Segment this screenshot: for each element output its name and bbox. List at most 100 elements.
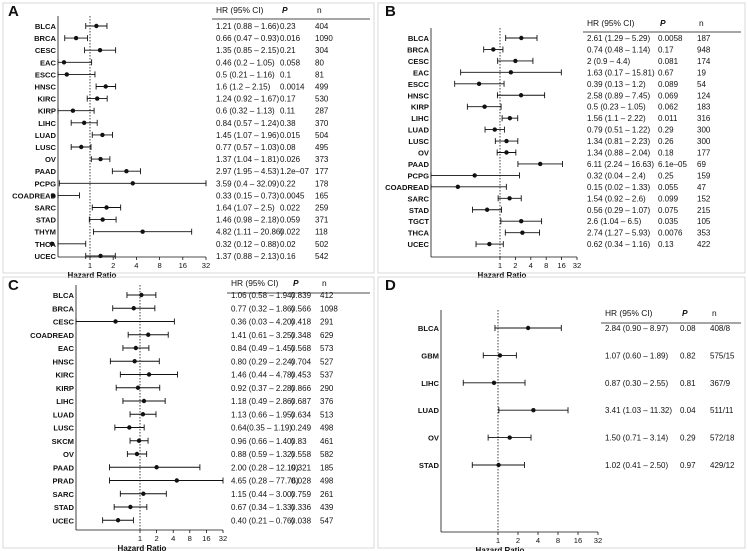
row-n: 371 xyxy=(315,216,329,225)
row-n: 537 xyxy=(320,371,334,380)
row-p: 0.16 xyxy=(280,252,296,261)
row-label: CESC xyxy=(408,57,430,66)
row-hr-ci: 2.00 (0.28 – 12.19) xyxy=(231,463,299,472)
hr-point xyxy=(98,253,103,259)
row-n: 439 xyxy=(320,503,334,512)
row-hr-ci: 0.32 (0.12 – 0.88) xyxy=(216,240,279,249)
hr-point xyxy=(504,150,509,155)
hr-point xyxy=(497,353,503,358)
hr-point xyxy=(146,372,152,377)
row-hr-ci: 0.77 (0.32 – 1.86) xyxy=(231,304,294,313)
x-tick-label: 8 xyxy=(157,261,161,270)
row-hr-ci: 1.64 (1.07 – 2.5) xyxy=(216,204,275,213)
x-tick-label: 2 xyxy=(154,534,158,543)
x-tick-label: 1 xyxy=(498,261,502,270)
row-n: 81 xyxy=(315,70,324,79)
hr-point xyxy=(141,398,147,404)
row-hr-ci: 1.63 (0.17 – 15.81) xyxy=(587,68,655,77)
hr-point xyxy=(513,58,518,64)
hr-point xyxy=(136,438,142,443)
row-label: BRCA xyxy=(52,304,74,313)
row-p: 0.568 xyxy=(291,344,312,353)
row-hr-ci: 0.40 (0.21 – 0.76) xyxy=(231,516,294,525)
row-n: 291 xyxy=(320,318,334,327)
hr-point xyxy=(174,478,180,483)
row-n: 165 xyxy=(315,191,329,200)
row-n: 152 xyxy=(697,194,711,203)
row-label: BLCA xyxy=(408,34,430,43)
x-tick-label: 8 xyxy=(544,261,548,270)
row-n: 1098 xyxy=(320,304,338,313)
row-hr-ci: 1.34 (0.81 – 2.23) xyxy=(587,137,650,146)
row-label: BLCA xyxy=(35,22,57,31)
hr-point xyxy=(154,465,159,470)
row-n: 511/11 xyxy=(710,406,734,415)
row-n: 404 xyxy=(315,22,329,31)
row-hr-ci: 3.59 (0.4 – 32.09) xyxy=(216,179,279,188)
row-label: SARC xyxy=(407,194,429,203)
row-n: 80 xyxy=(315,58,324,67)
hr-point xyxy=(146,332,151,337)
row-n: 47 xyxy=(697,183,706,192)
row-hr-ci: 1.50 (0.71 – 3.14) xyxy=(605,434,668,443)
hr-point xyxy=(133,345,139,351)
row-hr-ci: 0.5 (0.23 – 1.05) xyxy=(587,103,646,112)
row-p: 0.022 xyxy=(280,204,301,213)
row-label: CESC xyxy=(35,46,57,55)
hr-point xyxy=(518,93,524,98)
hr-point xyxy=(507,196,512,201)
row-label: STAD xyxy=(36,216,57,225)
row-label: OV xyxy=(428,434,440,443)
x-tick-label: 2 xyxy=(513,261,517,270)
row-label: SKCM xyxy=(52,437,74,446)
row-n: 498 xyxy=(320,424,334,433)
row-n: 408/8 xyxy=(710,324,731,333)
x-tick-label: 4 xyxy=(134,261,138,270)
x-tick-label: 1 xyxy=(138,534,142,543)
row-label: LIHC xyxy=(411,114,429,123)
hr-point xyxy=(507,435,512,440)
row-n: 174 xyxy=(697,57,711,66)
row-label: BRCA xyxy=(34,34,56,43)
row-n: 215 xyxy=(697,206,711,215)
row-label: STAD xyxy=(409,206,430,215)
x-tick-label: 8 xyxy=(556,536,560,545)
row-n: 376 xyxy=(320,397,334,406)
row-hr-ci: 0.5 (0.21 – 1.16) xyxy=(216,70,275,79)
row-label: EAC xyxy=(413,68,430,77)
hr-point xyxy=(507,115,513,121)
row-label: COADREAD xyxy=(12,191,56,200)
x-tick-label: 16 xyxy=(179,261,187,270)
row-p: 0.081 xyxy=(658,57,679,66)
hr-point xyxy=(127,425,132,430)
row-n: 422 xyxy=(697,240,711,249)
row-hr-ci: 2.6 (1.04 – 6.5) xyxy=(587,217,642,226)
panel-border xyxy=(377,2,746,274)
row-label: COADREAD xyxy=(385,183,429,192)
row-p: 0.062 xyxy=(658,103,679,112)
row-n: 629 xyxy=(320,331,334,340)
row-label: UCEC xyxy=(407,240,429,249)
row-n: 69 xyxy=(697,160,706,169)
x-axis-title: Hazard Ratio xyxy=(68,271,117,280)
row-n: 542 xyxy=(315,252,329,261)
row-label: PAAD xyxy=(35,167,56,176)
hr-point xyxy=(100,217,105,222)
row-hr-ci: 0.67 (0.34 – 1.33) xyxy=(231,503,294,512)
header-n: n xyxy=(317,5,322,15)
row-hr-ci: 0.84 (0.49 – 1.45) xyxy=(231,344,294,353)
row-hr-ci: 0.74 (0.48 – 1.14) xyxy=(587,45,650,54)
row-p: 0.011 xyxy=(658,114,678,123)
row-label: UCEC xyxy=(34,252,56,261)
row-n: 367/9 xyxy=(710,379,731,388)
x-tick-label: 4 xyxy=(536,536,540,545)
hr-point xyxy=(61,60,67,65)
row-n: 370 xyxy=(315,119,329,128)
row-p: 0.035 xyxy=(658,217,679,226)
row-label: KIRC xyxy=(37,95,56,104)
row-label: ESCC xyxy=(35,70,57,79)
row-hr-ci: 0.80 (0.29 – 2.24) xyxy=(231,357,294,366)
row-p: 0.566 xyxy=(291,304,312,313)
